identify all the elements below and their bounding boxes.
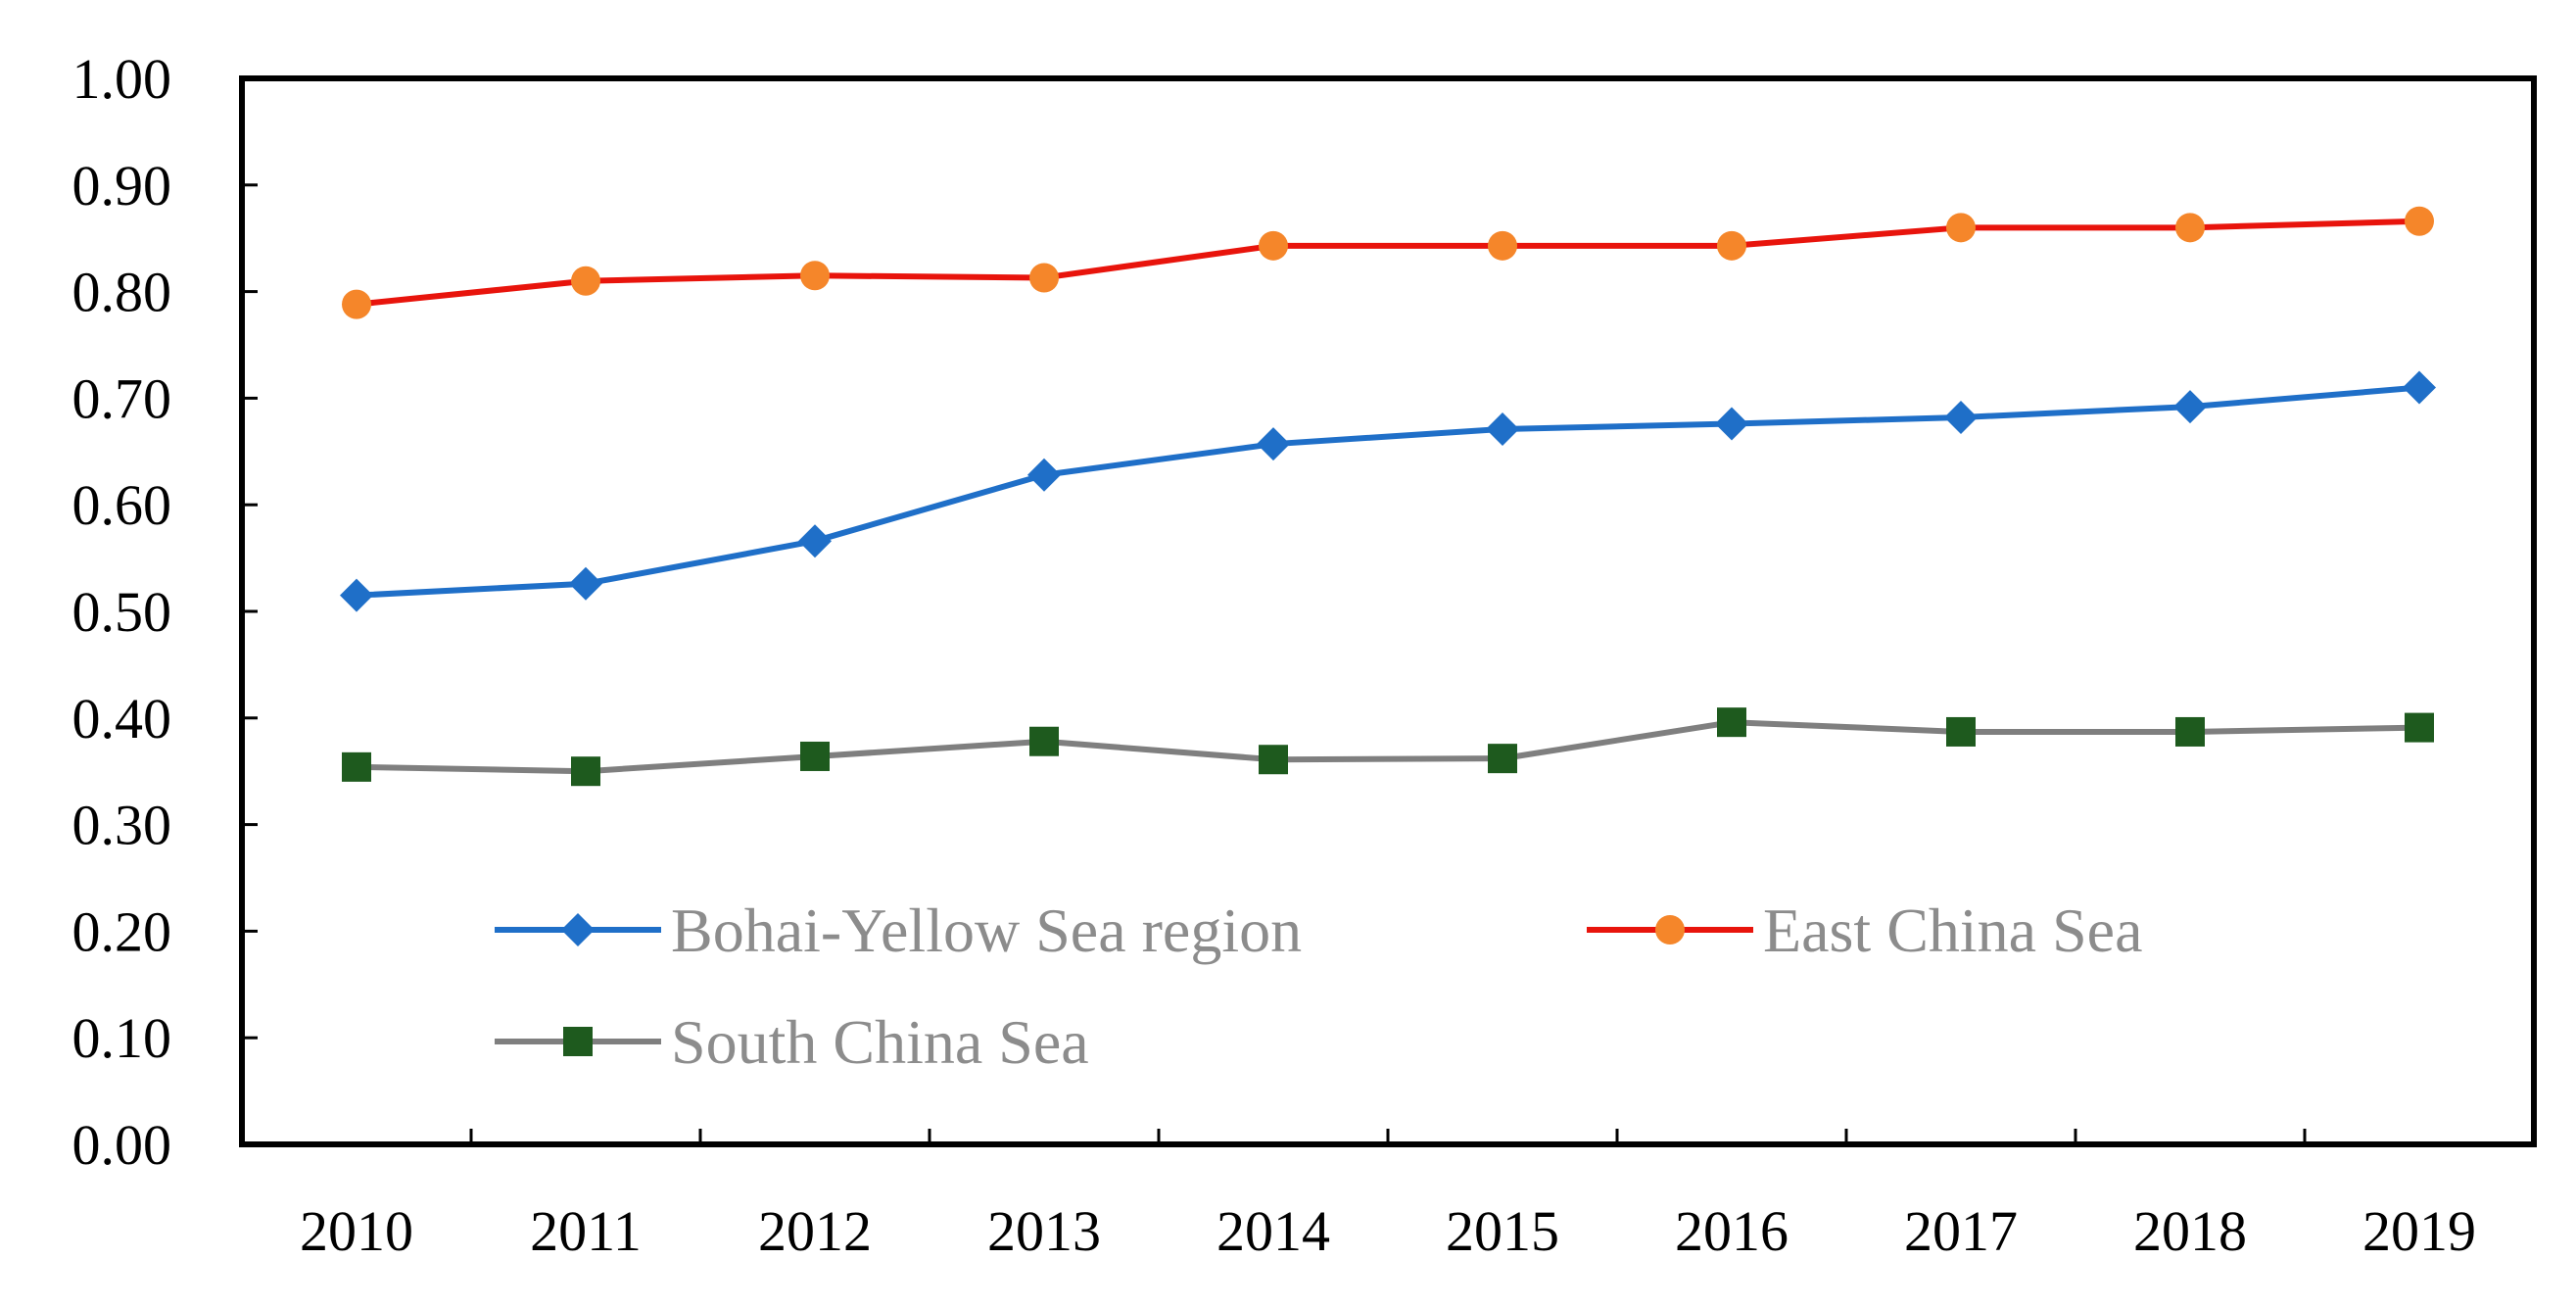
series-east-china-sea: [342, 206, 2434, 319]
y-tick-label: 0.20: [72, 899, 172, 963]
data-point: [1259, 230, 1288, 261]
data-point: [800, 261, 830, 291]
data-point: [342, 751, 371, 782]
legend-marker: [1655, 915, 1685, 945]
x-tick-label: 2017: [1904, 1199, 2018, 1263]
data-point: [2173, 390, 2207, 424]
data-point: [1027, 458, 1061, 492]
data-point: [1259, 745, 1288, 775]
data-point: [1715, 407, 1748, 441]
series-layer: [340, 206, 2436, 787]
series-line: [356, 719, 2420, 775]
data-point: [2405, 712, 2434, 743]
legend-label: South China Sea: [671, 1007, 1089, 1077]
data-point: [571, 266, 600, 296]
series-south-china-sea: [342, 707, 2434, 787]
data-point: [2175, 213, 2205, 243]
legend-item: South China Sea: [495, 1007, 1089, 1077]
y-tick-label: 0.90: [72, 154, 172, 218]
data-point: [1029, 263, 1059, 293]
data-point: [2403, 370, 2436, 405]
data-point: [1486, 412, 1519, 446]
data-point: [798, 524, 832, 558]
x-tick-label: 2014: [1216, 1199, 1330, 1263]
data-point: [340, 578, 373, 612]
y-tick-label: 0.40: [72, 687, 172, 751]
series-line: [356, 384, 2420, 599]
data-point: [2175, 716, 2205, 747]
x-tick-label: 2010: [300, 1199, 413, 1263]
data-point: [1946, 716, 1976, 747]
legend-item: Bohai-Yellow Sea region: [495, 896, 1302, 965]
legend: Bohai-Yellow Sea region East China Sea Sou…: [495, 896, 2142, 1077]
data-point: [1717, 707, 1746, 738]
y-tick-label: 0.50: [72, 580, 172, 644]
legend-marker: [561, 913, 595, 946]
data-point: [571, 756, 600, 787]
x-tick-label: 2011: [530, 1199, 642, 1263]
y-tick-label: 0.60: [72, 473, 172, 537]
data-point: [342, 289, 371, 319]
x-tick-label: 2018: [2133, 1199, 2247, 1263]
legend-label: Bohai-Yellow Sea region: [671, 896, 1302, 965]
y-tick-label: 0.10: [72, 1006, 172, 1070]
series-line: [356, 218, 2420, 308]
y-tick-label: 1.00: [72, 47, 172, 111]
data-point: [800, 741, 830, 771]
x-axis: 2010 2011 2012 2013 2014 2015 2016 2017 2018 2019: [300, 1129, 2476, 1263]
y-tick-label: 0.70: [72, 366, 172, 430]
data-point: [1946, 213, 1976, 243]
y-tick-label: 0.00: [72, 1113, 172, 1177]
x-tick-label: 2013: [987, 1199, 1101, 1263]
y-tick-label: 0.30: [72, 794, 172, 857]
legend-marker: [563, 1027, 593, 1056]
y-axis: 0.00 0.10 0.20 0.30 0.40 0.50 0.60 0.70 0.80 0.90…: [72, 47, 258, 1177]
x-tick-label: 2016: [1675, 1199, 1789, 1263]
x-tick-label: 2015: [1446, 1199, 1559, 1263]
data-point: [1488, 230, 1517, 261]
legend-item: East China Sea: [1587, 896, 2142, 965]
data-point: [2405, 206, 2434, 236]
series-bohai-yellow-sea-region: [340, 370, 2436, 612]
data-point: [1944, 400, 1978, 434]
y-tick-label: 0.80: [72, 261, 172, 324]
x-tick-label: 2019: [2362, 1199, 2476, 1263]
data-point: [569, 566, 602, 601]
data-point: [1257, 427, 1290, 461]
x-tick-label: 2012: [758, 1199, 872, 1263]
legend-label: East China Sea: [1763, 896, 2142, 965]
data-point: [1717, 230, 1746, 261]
data-point: [1029, 726, 1059, 756]
data-point: [1488, 744, 1517, 774]
